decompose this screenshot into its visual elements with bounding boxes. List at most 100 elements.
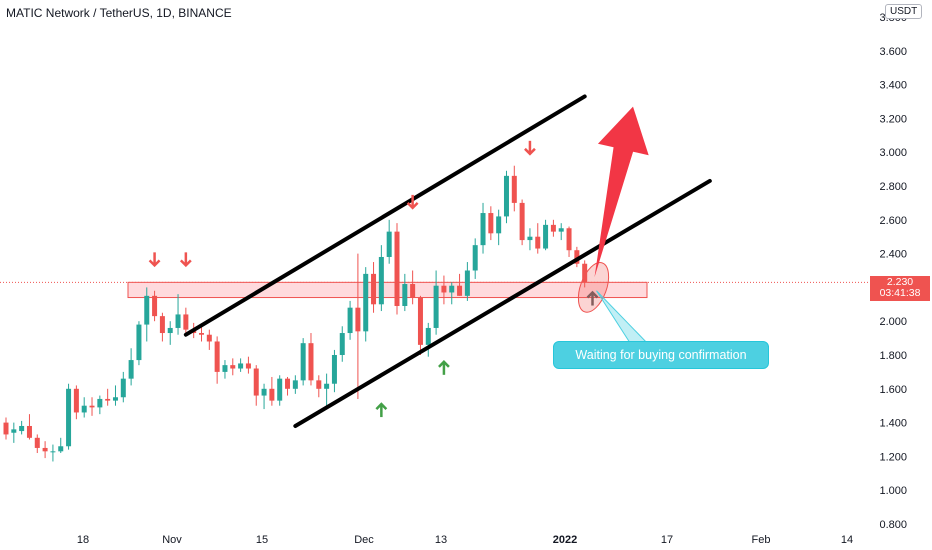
- candle-body: [167, 327, 173, 334]
- candle: [527, 228, 533, 251]
- candle-body: [464, 270, 470, 296]
- time-axis[interactable]: 18 Nov 15 Dec 13 2022 17 Feb 14: [77, 534, 853, 546]
- candle: [128, 348, 134, 386]
- projection-arrow-icon: [594, 106, 649, 278]
- candle: [285, 376, 291, 396]
- candle-body: [50, 451, 56, 453]
- candle-body: [81, 405, 87, 413]
- candle: [3, 417, 9, 440]
- candle: [378, 245, 384, 312]
- candle-body: [42, 447, 48, 452]
- candle: [253, 365, 259, 406]
- candle-body: [402, 284, 408, 306]
- candle: [175, 294, 181, 335]
- candle-body: [371, 273, 377, 305]
- candle-body: [472, 245, 478, 271]
- candle-body: [238, 363, 244, 369]
- candle-body: [449, 285, 455, 293]
- candle: [136, 321, 142, 366]
- candle-body: [543, 224, 549, 249]
- candle-body: [550, 224, 556, 232]
- price-tick-label: 2.800: [879, 181, 907, 193]
- candle: [159, 312, 165, 342]
- candle-body: [394, 231, 400, 306]
- candle-body: [339, 333, 345, 355]
- candle: [11, 422, 17, 443]
- candle-body: [183, 314, 189, 330]
- candle: [480, 202, 486, 254]
- upper-trend-line: [183, 94, 587, 337]
- candle: [464, 262, 470, 301]
- candle: [81, 397, 87, 418]
- candle-body: [19, 425, 25, 432]
- candle: [245, 356, 251, 374]
- candle: [550, 219, 556, 237]
- candle-body: [253, 368, 259, 396]
- sell-arrow-head: [406, 202, 419, 210]
- candle: [112, 385, 118, 406]
- candle-body: [261, 388, 267, 396]
- candle: [417, 295, 423, 355]
- buy-arrow-head: [375, 402, 388, 410]
- candle: [58, 437, 64, 454]
- candle: [472, 238, 478, 279]
- candle: [42, 441, 48, 459]
- candle: [300, 338, 306, 386]
- candle: [19, 420, 25, 435]
- candle: [316, 375, 322, 398]
- candle: [511, 165, 517, 212]
- candle: [449, 282, 455, 305]
- candle: [324, 373, 330, 406]
- candle-body: [574, 250, 580, 264]
- candle: [331, 349, 337, 393]
- candle: [386, 219, 392, 264]
- candle-body: [144, 295, 150, 325]
- candle-body: [136, 324, 142, 361]
- price-axis[interactable]: 3.8003.6003.4003.2003.0002.8002.6002.400…: [879, 12, 907, 531]
- price-tick-label: 3.200: [879, 113, 907, 125]
- candle-body: [480, 213, 486, 246]
- sell-arrow-head: [148, 259, 161, 268]
- candle: [347, 300, 353, 340]
- candle: [402, 273, 408, 312]
- time-tick-label: 2022: [553, 534, 577, 546]
- candle-body: [308, 343, 314, 381]
- candle-body: [496, 216, 502, 234]
- candle-body: [11, 429, 17, 433]
- time-tick-label: 14: [841, 534, 853, 546]
- candle: [144, 287, 150, 342]
- price-tick-label: 2.000: [879, 316, 907, 328]
- candle-body: [316, 380, 322, 389]
- candle: [488, 206, 494, 241]
- candles: [3, 165, 588, 462]
- candle-body: [3, 422, 9, 435]
- candle-body: [410, 284, 416, 298]
- time-tick-label: Feb: [752, 534, 771, 546]
- candle-body: [128, 360, 134, 379]
- candle: [394, 223, 400, 315]
- currency-unit-badge[interactable]: USDT: [885, 4, 923, 19]
- candle-body: [527, 236, 533, 241]
- sell-signal-arrow-icon: [406, 194, 419, 210]
- candle: [308, 333, 314, 386]
- candle-body: [230, 365, 236, 369]
- candle-body: [558, 228, 564, 232]
- candle: [73, 385, 79, 420]
- candle-body: [566, 228, 572, 251]
- candle: [519, 199, 525, 246]
- candle: [441, 275, 447, 305]
- symbol-title: MATIC Network / TetherUS, 1D, BINANCE: [6, 6, 232, 20]
- candle: [238, 358, 244, 372]
- lower-trend-line: [293, 178, 712, 428]
- candle: [230, 358, 236, 376]
- buy-signal-arrow-icon: [375, 402, 388, 418]
- candle-body: [503, 175, 509, 217]
- candle: [410, 270, 416, 305]
- candle-body: [378, 256, 384, 305]
- candle-body: [277, 378, 283, 401]
- candle-body: [488, 213, 494, 234]
- price-tick-label: 1.200: [879, 451, 907, 463]
- candle: [566, 226, 572, 257]
- price-tick-label: 3.000: [879, 147, 907, 159]
